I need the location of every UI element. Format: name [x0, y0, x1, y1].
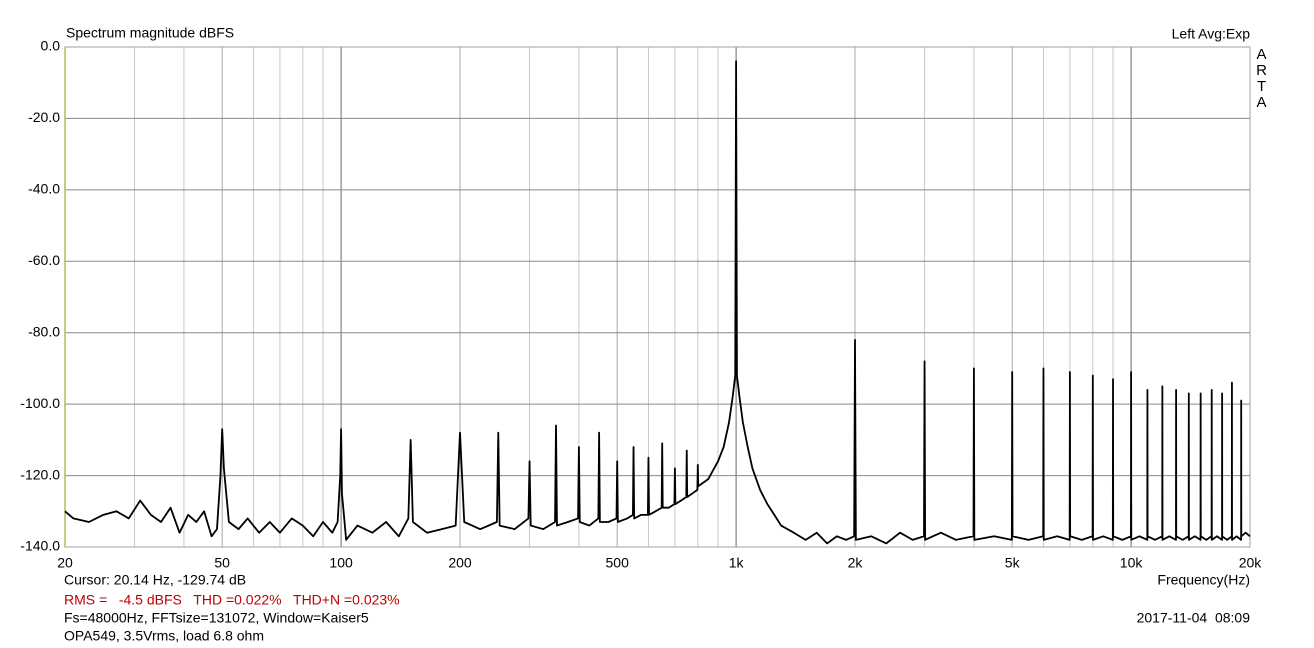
channel-label: Left Avg:Exp — [1172, 26, 1251, 42]
y-tick-label: -20.0 — [28, 109, 60, 125]
x-tick-label: 200 — [448, 555, 472, 571]
x-tick-label: 20 — [57, 555, 73, 571]
x-tick-label: 50 — [214, 555, 230, 571]
device: OPA549, 3.5Vrms, load 6.8 ohm — [64, 628, 264, 644]
y-tick-label: -40.0 — [28, 181, 60, 197]
y-tick-label: -100.0 — [20, 395, 60, 411]
x-tick-label: 2k — [848, 555, 864, 571]
cursor-readout: Cursor: 20.14 Hz, -129.74 dB — [64, 572, 246, 588]
watermark: ARTA — [1253, 46, 1270, 110]
y-tick-label: -140.0 — [20, 538, 60, 554]
measurements: RMS = -4.5 dBFS THD =0.022% THD+N =0.023… — [64, 592, 400, 608]
y-tick-label: -60.0 — [28, 252, 60, 268]
plot-area — [64, 60, 1251, 545]
timestamp: 2017-11-04 08:09 — [1137, 610, 1251, 626]
x-axis-label: Frequency(Hz) — [1157, 572, 1250, 588]
x-tick-label: 1k — [729, 555, 745, 571]
y-tick-label: 0.0 — [41, 38, 61, 54]
y-tick-label: -80.0 — [28, 323, 60, 339]
x-tick-label: 20k — [1239, 555, 1263, 571]
x-tick-label: 5k — [1005, 555, 1021, 571]
x-tick-label: 500 — [606, 555, 630, 571]
settings: Fs=48000Hz, FFTsize=131072, Window=Kaise… — [64, 610, 369, 626]
x-tick-label: 100 — [329, 555, 353, 571]
spectrum-line — [64, 60, 1251, 545]
chart-title: Spectrum magnitude dBFS — [66, 25, 234, 41]
labels: 20 50 100 200 500 1k 2k 5k 10k 20k 0.0 -20.0 -40.0 -6… — [20, 38, 1262, 571]
y-tick-label: -120.0 — [20, 466, 60, 482]
x-tick-label: 10k — [1120, 555, 1144, 571]
